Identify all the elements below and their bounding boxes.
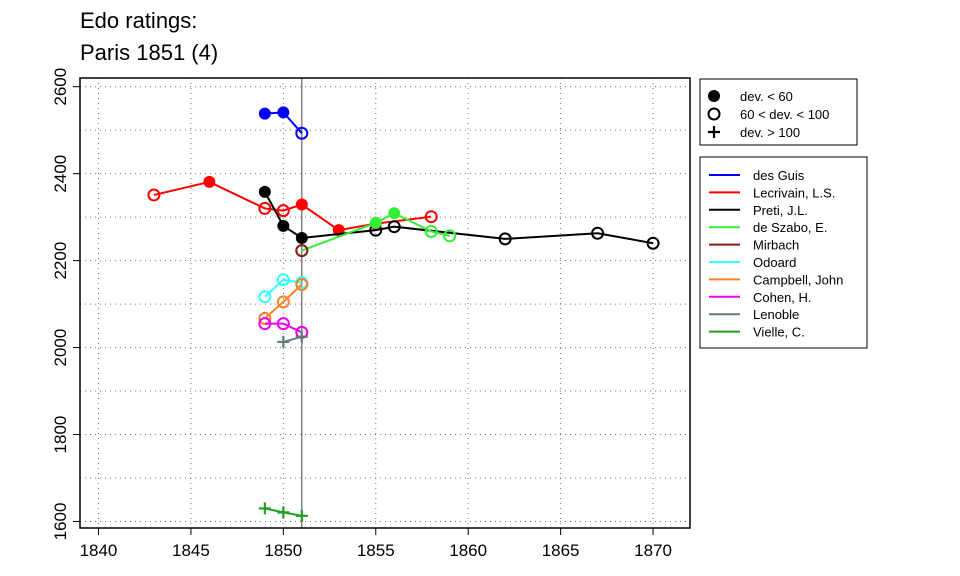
data-point [276, 295, 290, 309]
data-point [258, 290, 272, 304]
data-point [276, 317, 290, 331]
series-mirbach [295, 244, 309, 258]
data-point [276, 273, 290, 287]
data-point [646, 236, 660, 250]
series-legend-box [699, 156, 868, 349]
legend-marker-filled [708, 90, 720, 102]
chart-title-line-1: Edo ratings: [80, 8, 198, 33]
y-tick-label: 2400 [51, 155, 70, 193]
y-tick-label: 2200 [51, 242, 70, 280]
data-point [295, 244, 309, 258]
data-point [203, 175, 216, 188]
legend-series: des Guis Lecrivain, L.S. Preti, J.L. de Sza… [699, 156, 868, 349]
y-tick-label: 1800 [51, 416, 70, 454]
legend-symbol-label: dev. > 100 [740, 125, 800, 140]
series-layer [147, 106, 660, 522]
legend-series-label: Vielle, C. [753, 325, 805, 340]
legend-marker-open [707, 107, 721, 121]
series-de-szabo-e [295, 207, 457, 258]
series-des-guis [258, 106, 309, 140]
legend-symbol-label: 60 < dev. < 100 [740, 107, 829, 122]
data-point [591, 226, 605, 240]
plot-frame [79, 77, 691, 529]
y-tick-label: 1600 [51, 503, 70, 541]
data-point [258, 317, 272, 331]
data-point [147, 188, 161, 202]
data-point [443, 229, 457, 243]
legend-symbols: dev. < 60 60 < dev. < 100 dev. > 100 [699, 78, 858, 146]
series-lenoble [277, 330, 308, 348]
x-tick-label: 1850 [264, 541, 302, 560]
data-point [276, 204, 290, 218]
data-point [295, 232, 308, 244]
legend-series-label: de Szabo, E. [753, 220, 827, 235]
series-line [264, 283, 303, 320]
data-point [258, 201, 272, 215]
data-point [258, 185, 271, 198]
legend-series-label: Mirbach [753, 238, 799, 253]
data-point [277, 506, 290, 519]
data-point [388, 207, 401, 220]
x-tick-label: 1855 [357, 541, 395, 560]
legend-series-label: Cohen, H. [753, 290, 812, 305]
legend-symbol-label: dev. < 60 [740, 89, 793, 104]
x-tick-label: 1840 [80, 541, 118, 560]
y-tick-label: 2000 [51, 329, 70, 367]
data-point [424, 210, 438, 224]
data-point [369, 216, 382, 229]
data-point [258, 107, 271, 120]
legend-series-label: Campbell, John [753, 272, 843, 287]
series-line [263, 191, 654, 245]
axes: 1840 1845 1850 1855 1860 1865 1870 1600 1800 2000… [51, 68, 672, 560]
legend-series-label: Odoard [753, 255, 796, 270]
series-campbell-john [258, 278, 309, 325]
series-vielle-c [258, 502, 308, 522]
legend-series-label: Lenoble [753, 307, 799, 322]
data-point [498, 232, 512, 246]
legend-series-label: Lecrivain, L.S. [753, 185, 835, 200]
data-point [277, 106, 290, 119]
chart-title-line-2: Paris 1851 (4) [80, 40, 219, 65]
x-tick-label: 1860 [449, 541, 487, 560]
legend-series-label: Preti, J.L. [753, 203, 808, 218]
legend-series-label: des Guis [753, 168, 805, 183]
symbol-legend-box [699, 78, 858, 146]
series-preti-j-l [258, 185, 660, 250]
data-point [387, 220, 401, 234]
data-point [424, 224, 438, 238]
data-point [295, 126, 309, 140]
legend-marker-plus [708, 126, 720, 138]
data-point [277, 219, 290, 232]
data-point [258, 502, 271, 515]
x-tick-label: 1870 [634, 541, 672, 560]
x-tick-label: 1865 [542, 541, 580, 560]
data-point [277, 335, 290, 348]
data-point [295, 330, 308, 343]
data-point [295, 198, 308, 211]
data-point [295, 278, 309, 292]
y-tick-label: 2600 [51, 68, 70, 106]
x-tick-label: 1845 [172, 541, 210, 560]
grid [80, 78, 690, 528]
data-point [295, 509, 308, 522]
